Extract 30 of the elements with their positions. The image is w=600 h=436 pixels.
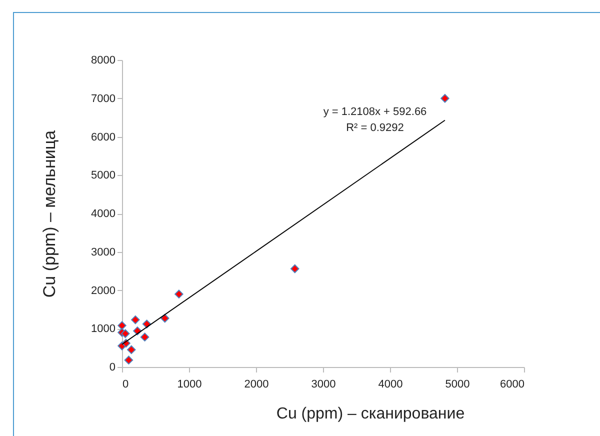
y-tick-label: 4000 xyxy=(91,208,116,220)
point xyxy=(174,290,184,298)
point xyxy=(127,345,136,354)
x-tick-label: 1000 xyxy=(177,378,202,390)
x-tick-label: 2000 xyxy=(244,378,269,390)
y-tick-label: 7000 xyxy=(91,92,116,105)
y-tick-label: 5000 xyxy=(91,170,116,182)
annotation: y = 1.2108x + 592.66 xyxy=(323,106,427,118)
x-tick-label: 4000 xyxy=(378,378,403,390)
y-tick-label: 2000 xyxy=(91,284,116,297)
point xyxy=(290,264,300,274)
point xyxy=(140,332,150,342)
y-tick-label: 6000 xyxy=(91,131,116,144)
point xyxy=(120,329,130,338)
y-tick-label: 8000 xyxy=(91,54,116,66)
point xyxy=(160,314,170,323)
y-axis-title: Cu (ppm) – мельница xyxy=(40,130,60,298)
point xyxy=(131,315,140,324)
point xyxy=(124,356,134,364)
point xyxy=(440,94,450,103)
y-tick-label: 0 xyxy=(109,362,116,374)
x-tick-label: 3000 xyxy=(311,378,336,390)
x-tick-label: 5000 xyxy=(445,378,470,390)
x-tick-label: 0 xyxy=(122,378,129,390)
x-tick-label: 6000 xyxy=(500,378,524,390)
y-tick-label: 1000 xyxy=(91,323,116,336)
point xyxy=(118,321,126,330)
y-tick-label: 3000 xyxy=(91,246,116,258)
x-axis-title: Cu (ppm) – сканирование xyxy=(276,406,465,422)
annotation: R² = 0.9292 xyxy=(346,122,404,134)
